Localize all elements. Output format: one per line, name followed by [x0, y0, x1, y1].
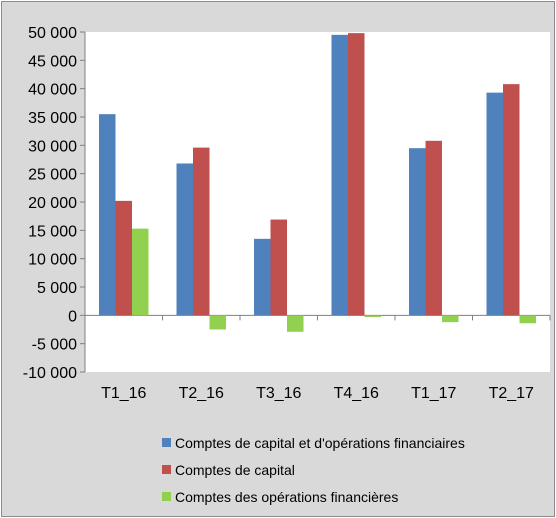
bar: [99, 114, 116, 316]
x-tick-label: T4_16: [334, 385, 379, 402]
x-axis: T1_16 T2_16 T3_16 T4_16 T1_17 T2_17: [84, 314, 551, 402]
y-tick-label: 25 000: [28, 167, 77, 184]
legend-item: Comptes des opérations financières: [162, 483, 465, 510]
y-tick-label: 5 000: [37, 280, 77, 297]
bar: [409, 148, 426, 316]
y-tick-label: 30 000: [28, 138, 77, 155]
x-tick-label: T2_17: [489, 385, 534, 402]
y-tick-label: 10 000: [28, 252, 77, 269]
bar: [254, 238, 271, 316]
bar: [519, 315, 536, 324]
y-tick-label: 45 000: [28, 53, 77, 70]
y-tick-label: 40 000: [28, 82, 77, 99]
y-tick-label: 0: [68, 308, 77, 325]
bar: [176, 163, 193, 316]
chart-svg: 50 000 45 000 40 000 35 000 30 000 25 000 20 0…: [23, 25, 551, 402]
legend: Comptes de capital et d'opérations finan…: [162, 429, 465, 510]
legend-swatch: [162, 438, 171, 447]
bar: [270, 219, 287, 316]
bar: [503, 84, 520, 316]
bar: [287, 315, 304, 332]
legend-label: Comptes des opérations financières: [175, 488, 399, 505]
y-tick-label: -5 000: [32, 337, 77, 354]
legend-label: Comptes de capital: [175, 461, 295, 478]
bar: [132, 228, 149, 316]
legend-swatch: [162, 492, 171, 501]
y-axis: 50 000 45 000 40 000 35 000 30 000 25 000 20 0…: [23, 25, 86, 382]
bar: [425, 140, 442, 316]
bar: [193, 147, 210, 316]
bar: [486, 92, 503, 316]
y-tick-label: 15 000: [28, 223, 77, 240]
legend-item: Comptes de capital: [162, 456, 465, 483]
legend-item: Comptes de capital et d'opérations finan…: [162, 429, 465, 456]
bars: [99, 33, 536, 332]
bar: [115, 200, 132, 316]
legend-swatch: [162, 465, 171, 474]
y-tick-label: 50 000: [28, 25, 77, 42]
legend-label: Comptes de capital et d'opérations finan…: [175, 434, 465, 451]
x-tick-label: T2_16: [179, 385, 224, 402]
x-tick-label: T3_16: [256, 385, 301, 402]
bar: [364, 315, 381, 318]
bar: [331, 34, 348, 316]
y-tick-label: -10 000: [23, 365, 77, 382]
x-tick-label: T1_16: [101, 385, 146, 402]
x-tick-label: T1_17: [411, 385, 456, 402]
plot-area: [85, 32, 550, 372]
y-tick-label: 35 000: [28, 110, 77, 127]
bar: [209, 315, 226, 330]
y-tick-label: 20 000: [28, 195, 77, 212]
bar: [348, 33, 365, 316]
bar: [442, 315, 459, 323]
